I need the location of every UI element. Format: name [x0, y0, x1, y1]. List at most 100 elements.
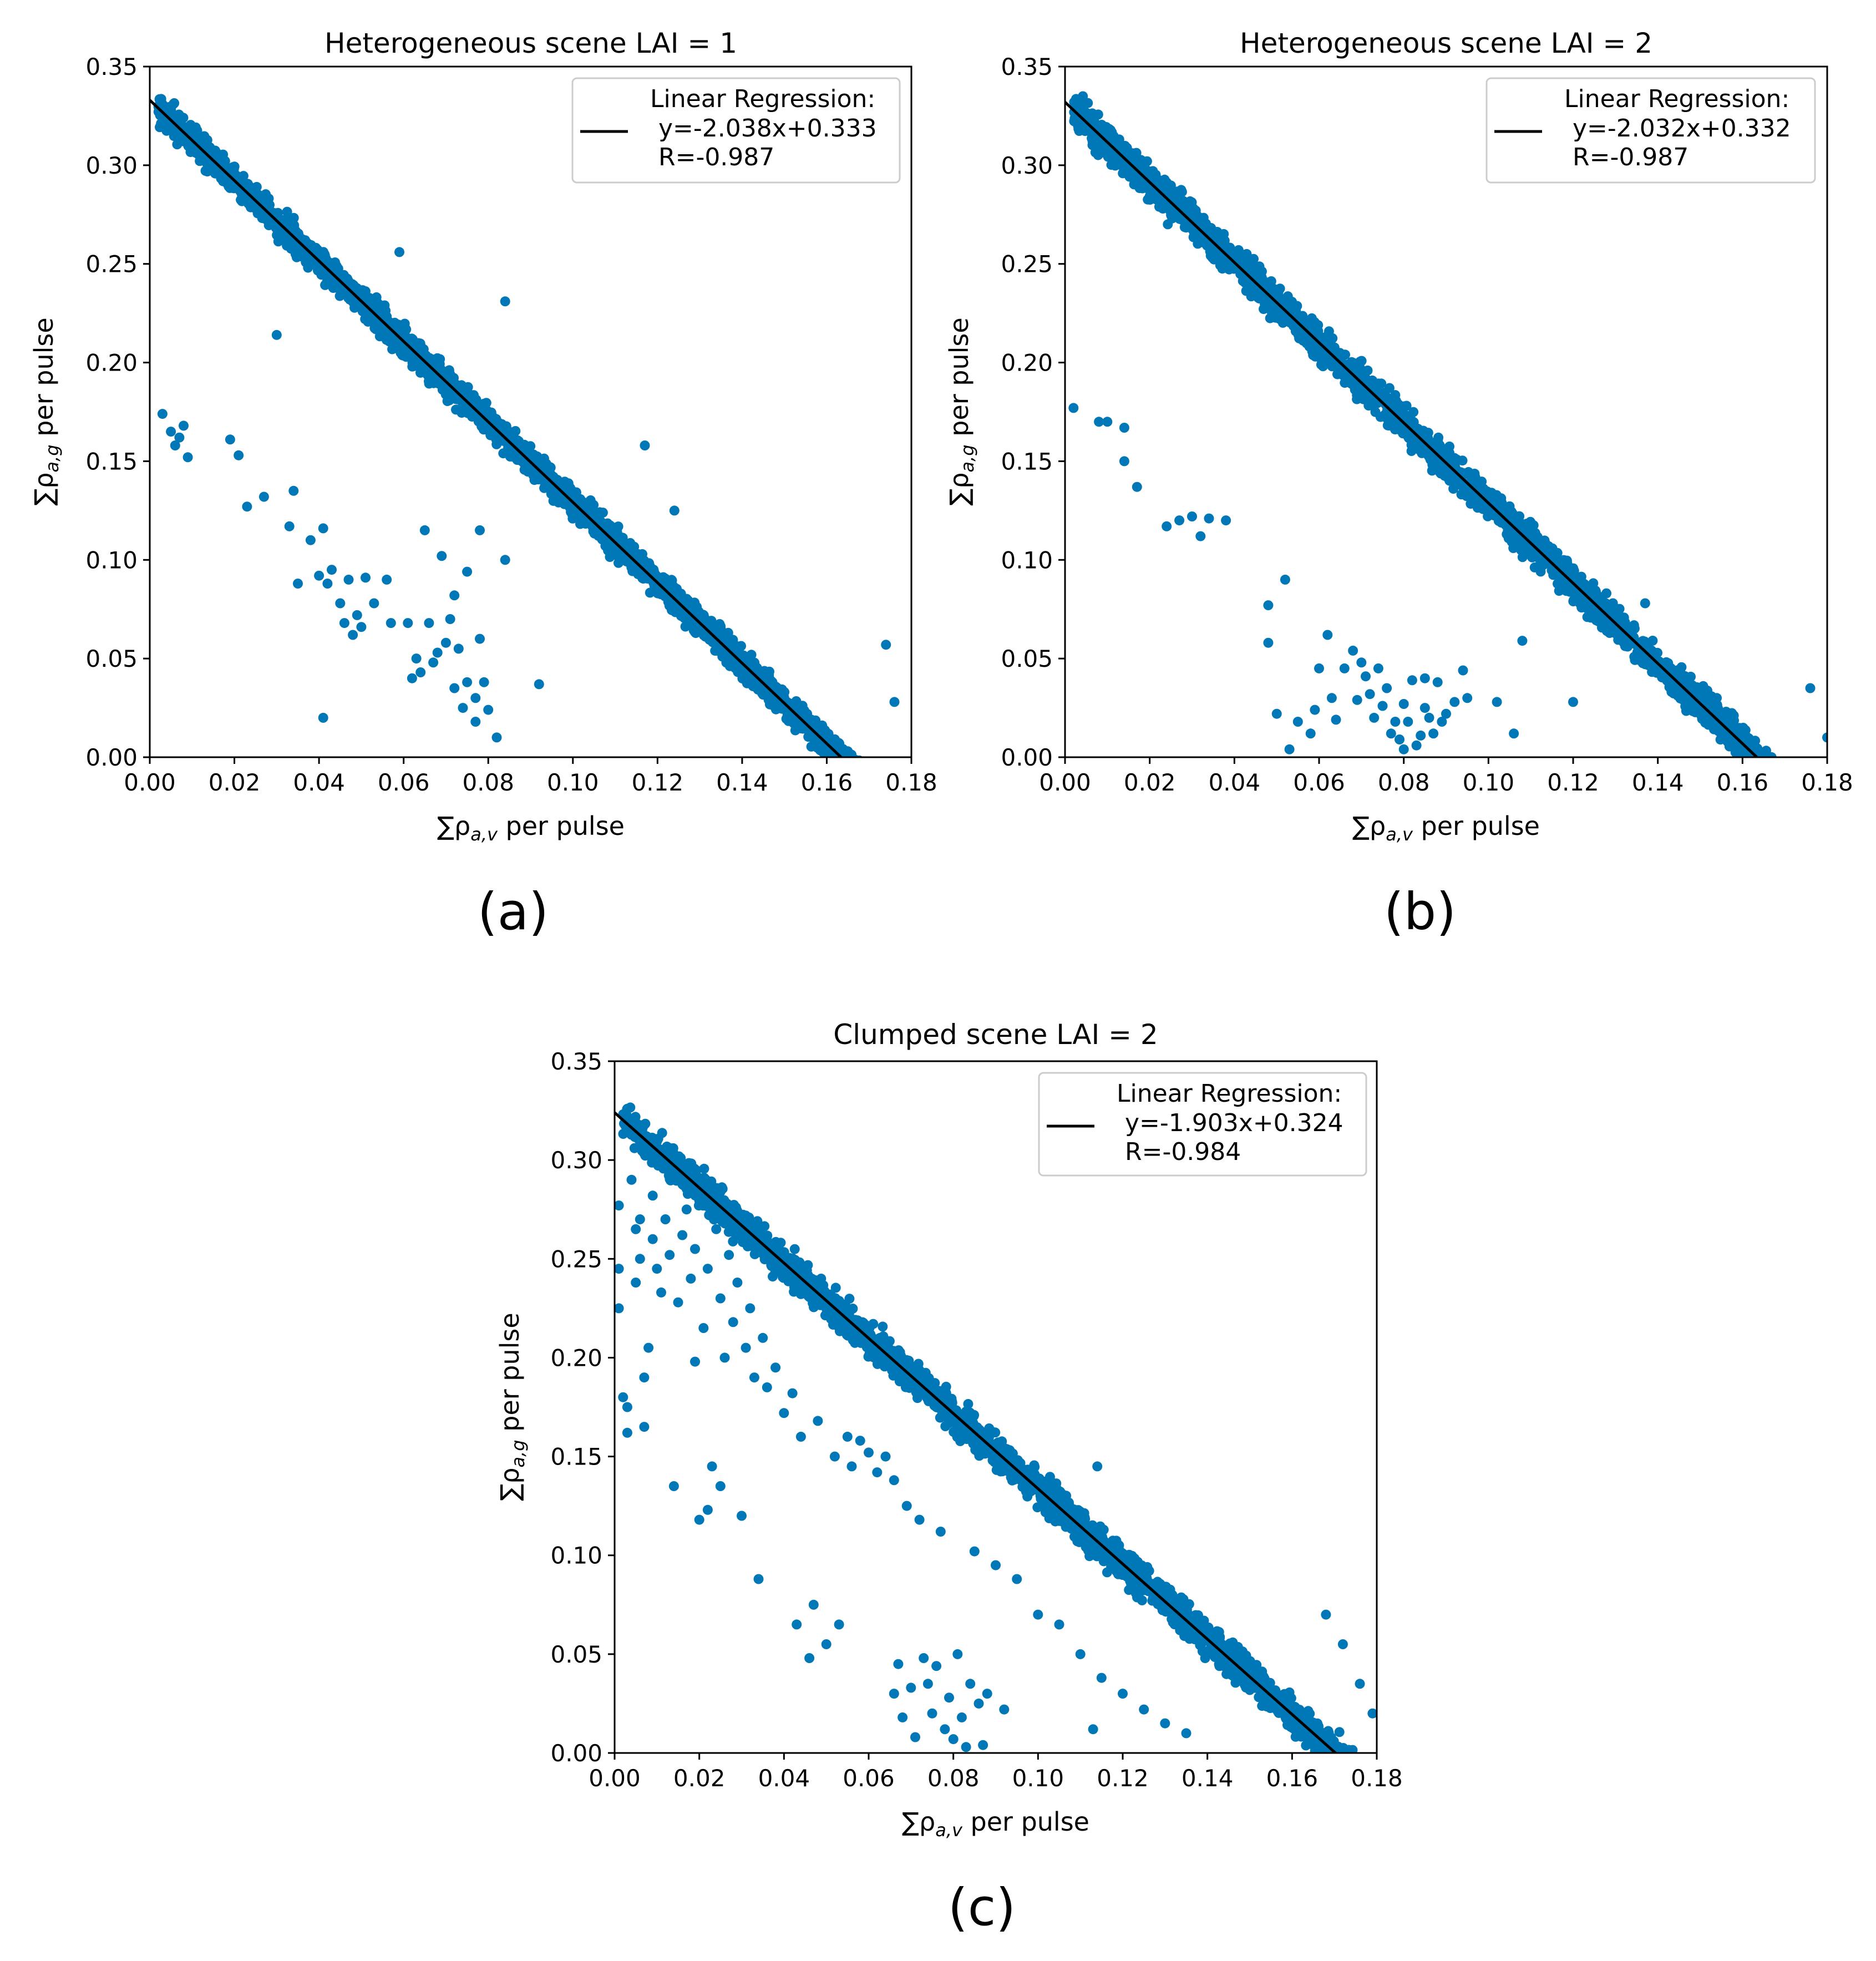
outlier-point-a-46: [462, 566, 473, 577]
band-point-b: [1448, 484, 1459, 494]
regression-line-path-b: [1065, 101, 1758, 757]
band-point-b: [1525, 516, 1535, 527]
band-point-b: [1355, 384, 1366, 394]
outlier-point-a-33: [415, 667, 426, 677]
band-point-b: [1647, 635, 1658, 646]
band-point-a: [795, 704, 805, 715]
outlier-point-a-22: [343, 574, 354, 585]
outlier-point-a-41: [449, 683, 460, 693]
band-point-a: [545, 462, 556, 473]
band-point-b: [1629, 651, 1640, 662]
outlier-point-b-23: [1331, 715, 1341, 725]
band-point-b: [1433, 432, 1444, 443]
band-point-b: [1424, 452, 1434, 462]
band-point-a: [290, 249, 301, 259]
outlier-point-b-9: [1195, 531, 1206, 541]
band-point-b: [1133, 180, 1143, 191]
outlier-point-b-33: [1382, 683, 1392, 693]
band-point-a: [820, 725, 830, 736]
outlier-point-b-35: [1390, 717, 1401, 727]
band-point-b: [1101, 122, 1112, 132]
outlier-point-b-48: [1441, 708, 1451, 719]
scatter-plot-c: Clumped scene LAI = 2 0.00 0.02 0.04 0.06 0.…: [495, 1018, 1403, 1841]
outlier-point-b-31: [1373, 663, 1383, 673]
legend-title-b: Linear Regression:: [1564, 85, 1789, 113]
band-point-a: [757, 688, 767, 698]
band-point-b: [1362, 365, 1373, 376]
outlier-point-a-35: [424, 618, 434, 629]
x-tick-label-a: 0.02: [209, 769, 261, 796]
band-point-b: [1588, 578, 1599, 589]
outlier-point-b-15: [1280, 574, 1290, 585]
y-tick-label-b: 0.25: [1001, 251, 1053, 278]
outlier-point-a-49: [475, 634, 485, 644]
band-point-b: [1457, 455, 1468, 466]
outlier-point-b-34: [1386, 728, 1396, 739]
outlier-point-a-58: [640, 440, 650, 450]
band-point-a: [772, 690, 783, 700]
band-point-b: [1706, 695, 1716, 705]
band-point-b: [1343, 374, 1354, 385]
outlier-point-b-2: [1102, 417, 1113, 427]
outlier-point-a-54: [500, 555, 510, 565]
x-tick-label-a: 0.06: [378, 769, 430, 796]
band-point-b: [1607, 605, 1618, 615]
band-point-a: [378, 310, 389, 321]
band-point-a: [156, 118, 166, 129]
band-point-b: [1693, 689, 1703, 700]
band-point-a: [783, 712, 794, 723]
band-point-a: [669, 596, 680, 606]
band-point-b: [1335, 348, 1345, 358]
band-point-b: [1499, 502, 1510, 513]
band-point-a: [392, 321, 402, 332]
outlier-point-a-8: [242, 501, 252, 512]
band-point-a: [369, 323, 380, 333]
y-tick-label-a: 0.10: [85, 546, 138, 574]
band-point-a: [282, 206, 292, 217]
band-point-b: [1703, 719, 1713, 730]
band-point-a: [360, 314, 371, 325]
band-point-a: [547, 475, 558, 486]
outlier-point-b-38: [1398, 699, 1409, 709]
band-point-b: [1263, 277, 1272, 288]
legend-equation-b: y=-2.032x+0.332: [1573, 114, 1791, 143]
band-point-b: [1466, 499, 1476, 509]
outlier-point-a-34: [419, 525, 430, 535]
outlier-point-a-60: [881, 640, 891, 650]
band-point-b: [1652, 647, 1662, 658]
x-axis-label-a: ∑ρa,v per pulse: [437, 811, 625, 845]
band-point-b: [1282, 298, 1292, 309]
outlier-point-a-43: [453, 643, 464, 654]
band-point-a: [802, 708, 813, 719]
band-point-a: [567, 513, 578, 524]
band-point-b: [1448, 453, 1458, 464]
y-tick-label-b: 0.00: [1001, 744, 1053, 771]
band-point-b: [1382, 420, 1393, 430]
band-point-b: [1248, 263, 1259, 273]
outlier-point-a-39: [440, 637, 451, 648]
band-point-a: [261, 189, 271, 200]
band-point-b: [1672, 665, 1682, 676]
band-point-a: [805, 732, 815, 742]
band-point-b: [1478, 499, 1488, 510]
band-point-b: [1359, 392, 1370, 403]
band-point-b: [1390, 390, 1401, 401]
band-point-a: [418, 344, 429, 354]
band-point-b: [1290, 308, 1300, 318]
band-point-b: [1578, 578, 1588, 589]
y-tick-label-b: 0.35: [1001, 53, 1053, 80]
y-tick-label-b: 0.05: [1001, 645, 1053, 672]
outlier-point-b-49: [1449, 697, 1460, 707]
outlier-point-b-13: [1263, 637, 1274, 648]
outlier-point-a-59: [669, 505, 680, 516]
band-point-b: [1683, 690, 1694, 700]
legend-equation-a: y=-2.038x+0.333: [658, 114, 877, 143]
band-point-b: [1720, 730, 1731, 741]
outlier-point-b-17: [1292, 717, 1303, 727]
band-point-b: [1159, 174, 1170, 185]
band-point-b: [1657, 665, 1668, 675]
x-tick-label-b: 0.18: [1801, 769, 1853, 796]
outlier-point-a-32: [411, 653, 422, 664]
outlier-point-b-19: [1310, 705, 1320, 715]
outlier-point-a-28: [382, 574, 392, 585]
